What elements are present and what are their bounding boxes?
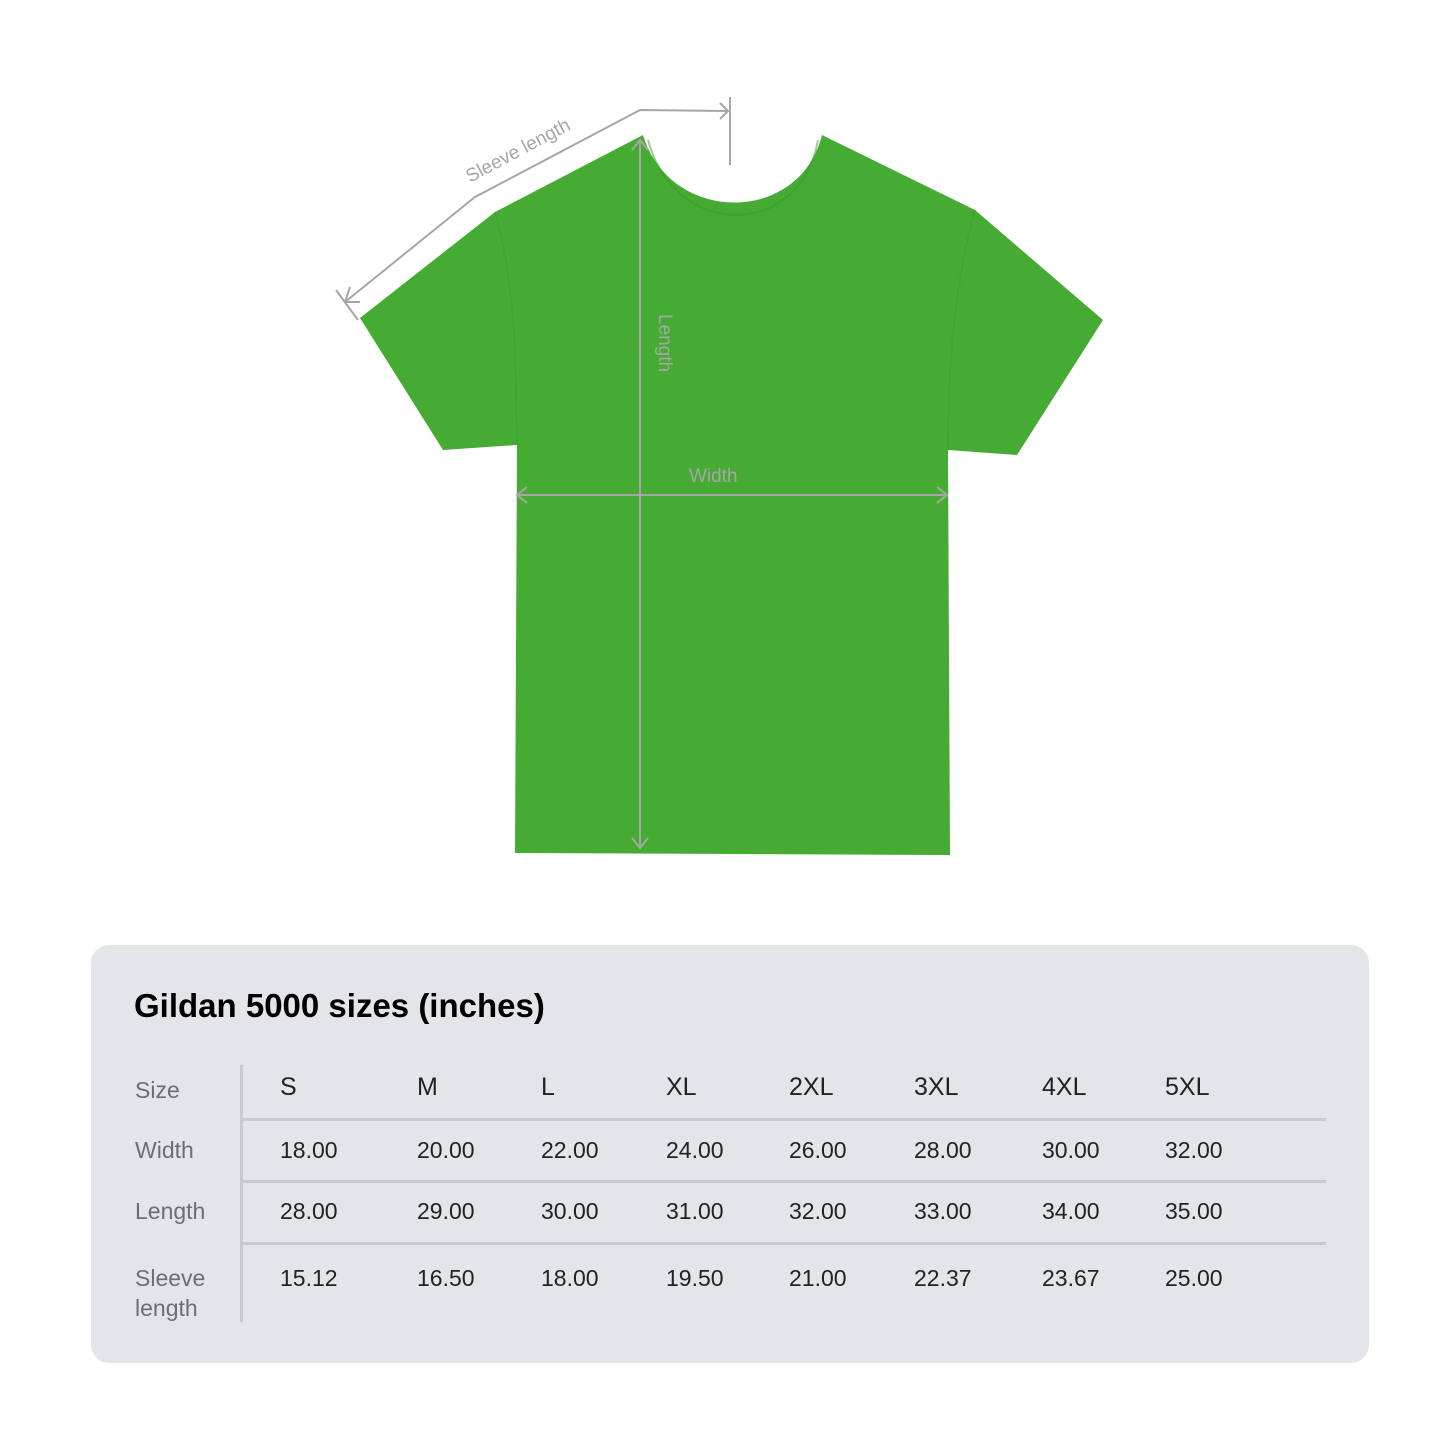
sleeve-length-line <box>344 108 729 303</box>
table-cell: 15.12 <box>280 1265 338 1291</box>
table-cell: 25.00 <box>1165 1265 1223 1291</box>
row-label: Width <box>135 1137 194 1163</box>
measure-lines <box>335 97 949 850</box>
size-table-panel: Gildan 5000 sizes (inches) Size S M L XL 2XL… <box>91 945 1369 1363</box>
width-label: Width <box>689 466 738 487</box>
length-label: Length <box>654 314 675 372</box>
column-divider <box>240 1065 243 1322</box>
table-cell: 18.00 <box>280 1137 338 1163</box>
table-cell: 20.00 <box>417 1137 475 1163</box>
table-cell: 24.00 <box>666 1137 724 1163</box>
size-header-l: L <box>541 1073 555 1101</box>
table-cell: 30.00 <box>541 1198 599 1224</box>
table-cell: 28.00 <box>914 1137 972 1163</box>
table-cell: 22.00 <box>541 1137 599 1163</box>
table-cell: 16.50 <box>417 1265 475 1291</box>
size-header-2xl: 2XL <box>789 1073 834 1101</box>
sleeve-length-label: Sleeve length <box>462 115 574 188</box>
tshirt-diagram: Sleeve length Length Width <box>335 97 1103 855</box>
table-cell: 26.00 <box>789 1137 847 1163</box>
table-cell: 22.37 <box>914 1265 972 1291</box>
table-title: Gildan 5000 sizes (inches) <box>134 987 545 1024</box>
arrow-head-icon <box>631 138 649 151</box>
size-header-3xl: 3XL <box>914 1073 959 1101</box>
size-header-4xl: 4XL <box>1042 1073 1087 1101</box>
header-label: Size <box>135 1077 180 1103</box>
arrow-head-icon <box>719 102 730 120</box>
size-header-xl: XL <box>666 1073 697 1101</box>
arrow-head-icon <box>936 486 949 504</box>
table-cell: 28.00 <box>280 1198 338 1224</box>
table-cell: 33.00 <box>914 1198 972 1224</box>
table-cell: 32.00 <box>789 1198 847 1224</box>
row-divider <box>243 1180 1326 1183</box>
table-cell: 34.00 <box>1042 1198 1100 1224</box>
row-divider <box>243 1242 1326 1245</box>
table-cell: 21.00 <box>789 1265 847 1291</box>
arrow-head-icon <box>515 486 528 504</box>
size-header-m: M <box>417 1073 438 1101</box>
arrow-head-icon <box>343 286 360 303</box>
table-cell: 31.00 <box>666 1198 724 1224</box>
row-divider <box>243 1118 1326 1121</box>
table-cell: 30.00 <box>1042 1137 1100 1163</box>
row-label: Sleeve length <box>135 1265 206 1321</box>
table-cell: 35.00 <box>1165 1198 1223 1224</box>
table-cell: 29.00 <box>417 1198 475 1224</box>
arrow-head-icon <box>631 837 649 850</box>
table-cell: 32.00 <box>1165 1137 1223 1163</box>
size-header-5xl: 5XL <box>1165 1073 1210 1101</box>
table-cell: 23.67 <box>1042 1265 1100 1291</box>
row-label: Length <box>135 1198 206 1224</box>
size-header-s: S <box>280 1073 297 1101</box>
table-cell: 19.50 <box>666 1265 724 1291</box>
table-cell: 18.00 <box>541 1265 599 1291</box>
